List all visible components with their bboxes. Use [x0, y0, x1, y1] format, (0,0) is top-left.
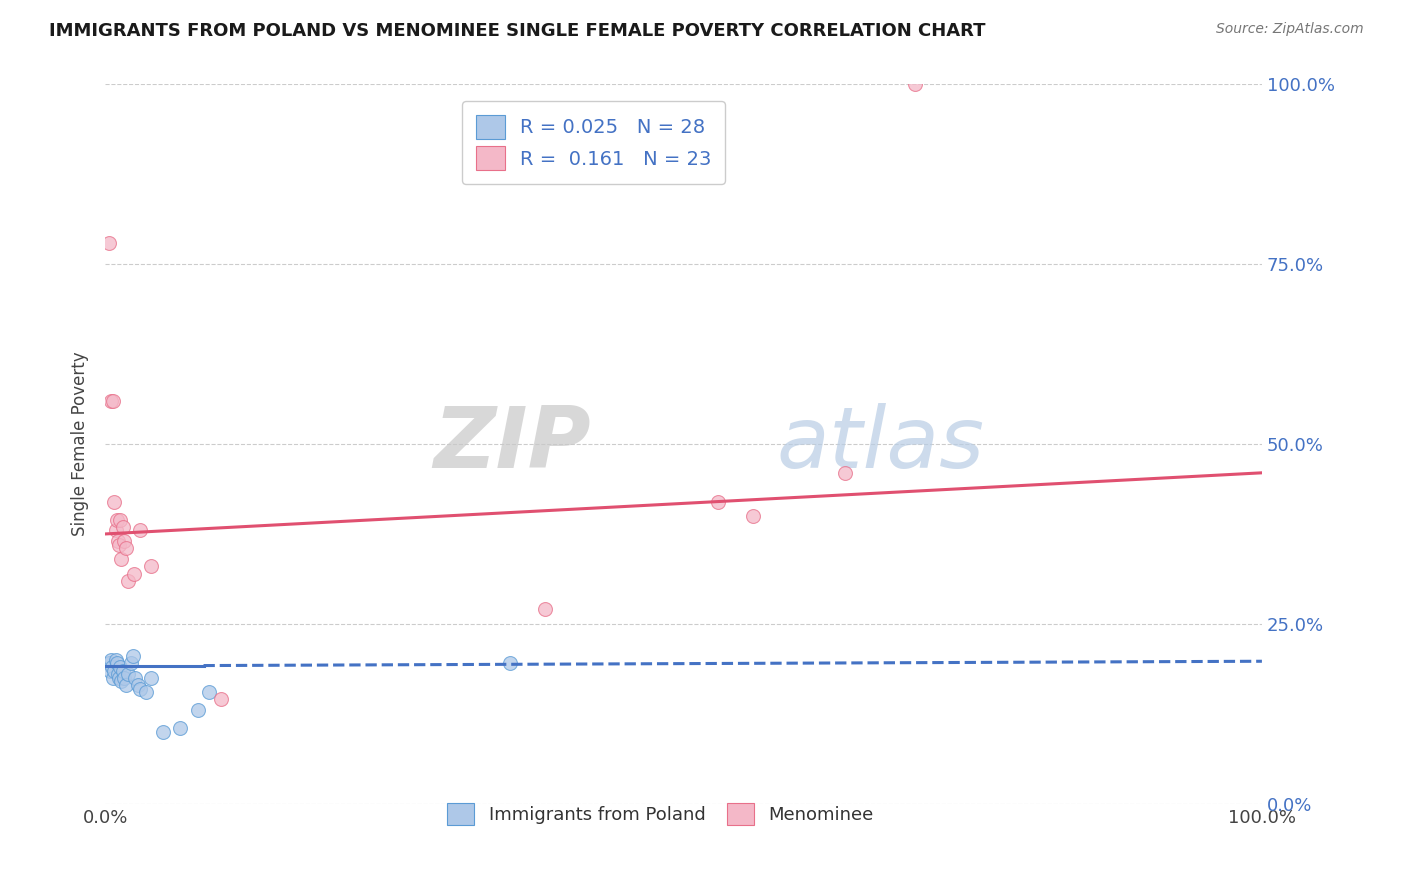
- Point: [110, 674, 132, 689]
- Point: [100, 393, 122, 408]
- Point: [122, 566, 145, 581]
- Point: [111, 664, 134, 678]
- Point: [124, 671, 146, 685]
- Point: [110, 512, 132, 526]
- Point: [111, 520, 134, 534]
- Point: [115, 541, 138, 556]
- Point: [112, 671, 135, 685]
- Point: [112, 534, 135, 549]
- Point: [141, 671, 163, 685]
- Legend: Immigrants from Poland, Menominee: Immigrants from Poland, Menominee: [439, 794, 883, 834]
- Point: [152, 724, 174, 739]
- Point: [209, 692, 232, 706]
- Point: [533, 602, 555, 616]
- Point: [108, 671, 131, 685]
- Point: [904, 78, 927, 92]
- Point: [141, 559, 163, 574]
- Point: [103, 664, 125, 678]
- Text: atlas: atlas: [776, 402, 984, 485]
- Point: [103, 494, 125, 508]
- Point: [101, 660, 124, 674]
- Text: ZIP: ZIP: [433, 402, 591, 485]
- Point: [108, 538, 131, 552]
- Text: IMMIGRANTS FROM POLAND VS MENOMINEE SINGLE FEMALE POVERTY CORRELATION CHART: IMMIGRANTS FROM POLAND VS MENOMINEE SING…: [49, 22, 986, 40]
- Point: [103, 393, 125, 408]
- Text: Source: ZipAtlas.com: Source: ZipAtlas.com: [1216, 22, 1364, 37]
- Point: [117, 667, 139, 681]
- Point: [742, 508, 765, 523]
- Point: [499, 657, 522, 671]
- Point: [97, 657, 120, 671]
- Point: [110, 552, 132, 566]
- Point: [107, 667, 129, 681]
- Point: [122, 649, 145, 664]
- Point: [198, 685, 221, 699]
- Point: [105, 657, 128, 671]
- Point: [104, 653, 127, 667]
- Point: [103, 671, 125, 685]
- Point: [100, 653, 122, 667]
- Point: [97, 235, 120, 250]
- Point: [107, 534, 129, 549]
- Point: [110, 660, 132, 674]
- Point: [117, 574, 139, 588]
- Point: [135, 685, 157, 699]
- Point: [834, 466, 856, 480]
- Point: [129, 524, 152, 538]
- Point: [105, 512, 128, 526]
- Point: [98, 664, 121, 678]
- Point: [104, 524, 127, 538]
- Point: [187, 703, 209, 717]
- Y-axis label: Single Female Poverty: Single Female Poverty: [72, 351, 89, 536]
- Point: [129, 681, 152, 696]
- Point: [707, 494, 730, 508]
- Point: [120, 657, 142, 671]
- Point: [115, 678, 138, 692]
- Point: [169, 721, 191, 735]
- Point: [127, 678, 149, 692]
